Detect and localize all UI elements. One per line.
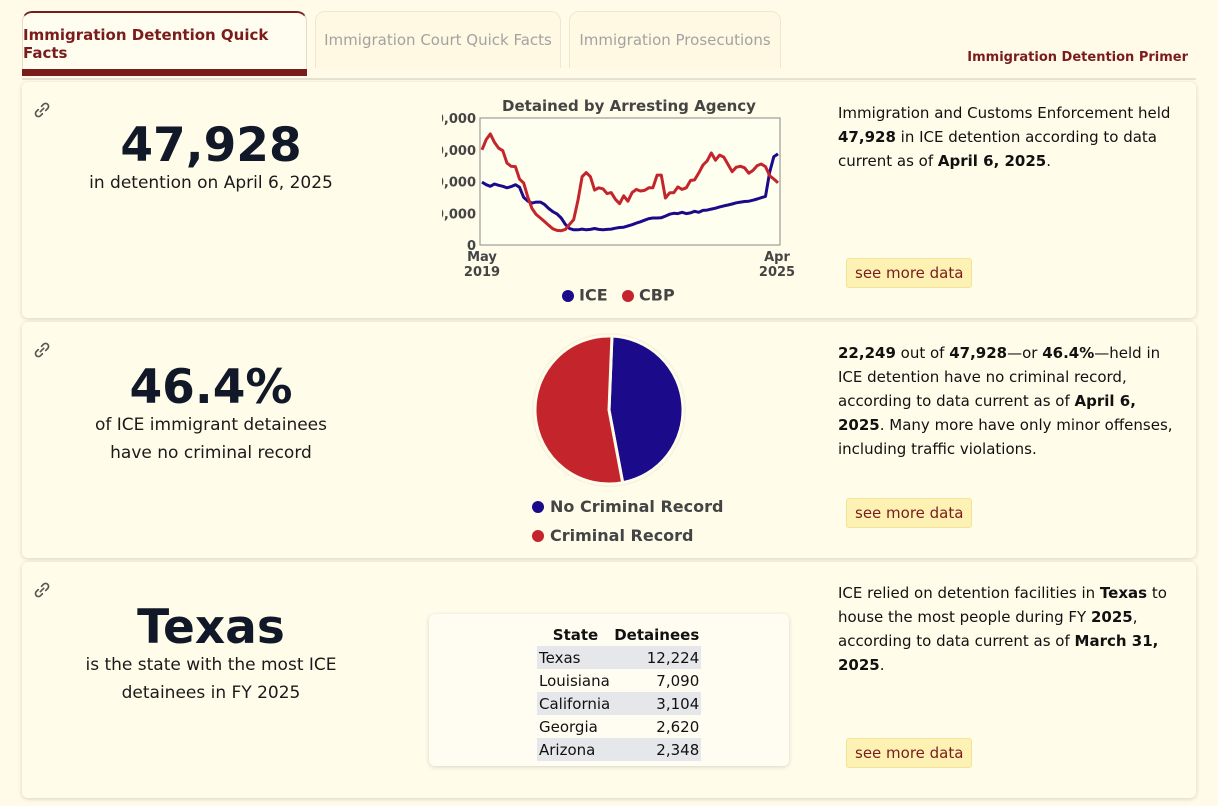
state-cell: Louisiana — [539, 671, 610, 690]
y-tick-label: 10,000 — [442, 207, 476, 222]
tab-bar: Immigration Detention Quick Facts Immigr… — [22, 10, 1196, 80]
series-line-cbp — [480, 132, 780, 233]
detainees-cell: 2,620 — [656, 717, 700, 736]
see-more-data-button[interactable]: see more data — [846, 738, 973, 768]
legend-dot — [532, 529, 544, 542]
state-cell: Arizona — [537, 738, 613, 761]
detainees-cell: 12,224 — [612, 646, 702, 669]
big-number: Texas — [137, 600, 285, 655]
legend-label-cbp: CBP — [639, 286, 675, 305]
legend-item-criminal-record: Criminal Record — [532, 521, 723, 550]
legend-dot — [532, 500, 544, 513]
big-subtitle: is the state with the most ICE detainees… — [85, 655, 337, 703]
top-state-description: ICE relied on detention facilities in Te… — [838, 584, 1167, 674]
tab-prosecutions[interactable]: Immigration Prosecutions — [569, 11, 781, 68]
state-cell: Georgia — [539, 717, 598, 736]
line-chart-title: Detained by Arresting Agency — [502, 97, 756, 115]
criminal-record-figure: 46.4% of ICE immigrant detainees have no… — [82, 364, 340, 467]
table-row: Texas 12,224 — [537, 646, 702, 669]
pie-legend: No Criminal Record Criminal Record — [532, 492, 723, 550]
top-state-figure: Texas is the state with the most ICE det… — [82, 604, 340, 707]
criminal-record-card: 46.4% of ICE immigrant detainees have no… — [22, 322, 1196, 558]
tab-court-quick-facts[interactable]: Immigration Court Quick Facts — [315, 11, 561, 68]
big-subtitle: in detention on April 6, 2025 — [89, 173, 333, 193]
big-subtitle: of ICE immigrant detainees have no crimi… — [94, 415, 328, 463]
legend-dot-ice — [562, 290, 574, 302]
detainees-cell: 3,104 — [612, 692, 702, 715]
link-icon[interactable] — [32, 340, 52, 360]
link-icon[interactable] — [32, 580, 52, 600]
link-icon[interactable] — [32, 100, 52, 120]
table-header-row: State Detainees — [537, 624, 701, 646]
table-row: Louisiana 7,090 — [537, 669, 701, 692]
big-number: 46.4% — [129, 360, 293, 415]
table-row: California 3,104 — [537, 692, 702, 715]
see-more-data-button[interactable]: see more data — [846, 498, 973, 528]
see-more-data-button[interactable]: see more data — [846, 258, 973, 288]
legend-item-no-criminal-record: No Criminal Record — [532, 492, 723, 521]
legend-dot-cbp — [622, 290, 634, 302]
y-tick-label: 40,000 — [442, 112, 476, 127]
pie-slice-no-criminal-record — [607, 334, 685, 485]
detention-primer-link[interactable]: Immigration Detention Primer — [967, 50, 1188, 65]
x-tick-end-year: 2025 — [759, 265, 795, 280]
table-row: Georgia 2,620 — [537, 715, 701, 738]
x-tick-start-year: 2019 — [464, 265, 500, 280]
tab-detention-quick-facts[interactable]: Immigration Detention Quick Facts — [22, 11, 307, 76]
x-tick-end-month: Apr — [764, 250, 790, 265]
y-tick-label: 30,000 — [442, 144, 476, 159]
detention-total-description: Immigration and Customs Enforcement held… — [838, 104, 1171, 170]
column-header-detainees: Detainees — [614, 626, 700, 644]
table-row: Arizona 2,348 — [537, 738, 702, 761]
x-tick-start-month: May — [467, 250, 497, 265]
state-detainees-table-card: State Detainees Texas 12,224 Louisiana 7,0… — [429, 614, 789, 766]
legend-label-ice: ICE — [579, 286, 608, 305]
detainees-cell: 7,090 — [656, 671, 700, 690]
state-cell: Texas — [537, 646, 613, 669]
state-detainees-table: State Detainees Texas 12,224 Louisiana 7,0… — [537, 624, 702, 761]
pie-slice-criminal-record — [533, 334, 625, 486]
criminal-record-description: 22,249 out of 47,928—or 46.4%—held in IC… — [838, 344, 1173, 458]
state-cell: California — [537, 692, 613, 715]
detention-total-card: 47,928 in detention on April 6, 2025 Det… — [22, 82, 1196, 318]
top-state-card: Texas is the state with the most ICE det… — [22, 562, 1196, 798]
y-tick-label: 0 — [467, 239, 476, 254]
y-tick-label: 20,000 — [442, 176, 476, 191]
detainees-cell: 2,348 — [612, 738, 702, 761]
criminal-record-pie-chart — [532, 333, 686, 487]
big-number: 47,928 — [120, 118, 302, 173]
detention-total-figure: 47,928 in detention on April 6, 2025 — [82, 122, 340, 197]
arresting-agency-line-chart: Detained by Arresting Agency 0 10,000 20,0… — [442, 97, 795, 305]
column-header-state: State — [552, 626, 599, 644]
